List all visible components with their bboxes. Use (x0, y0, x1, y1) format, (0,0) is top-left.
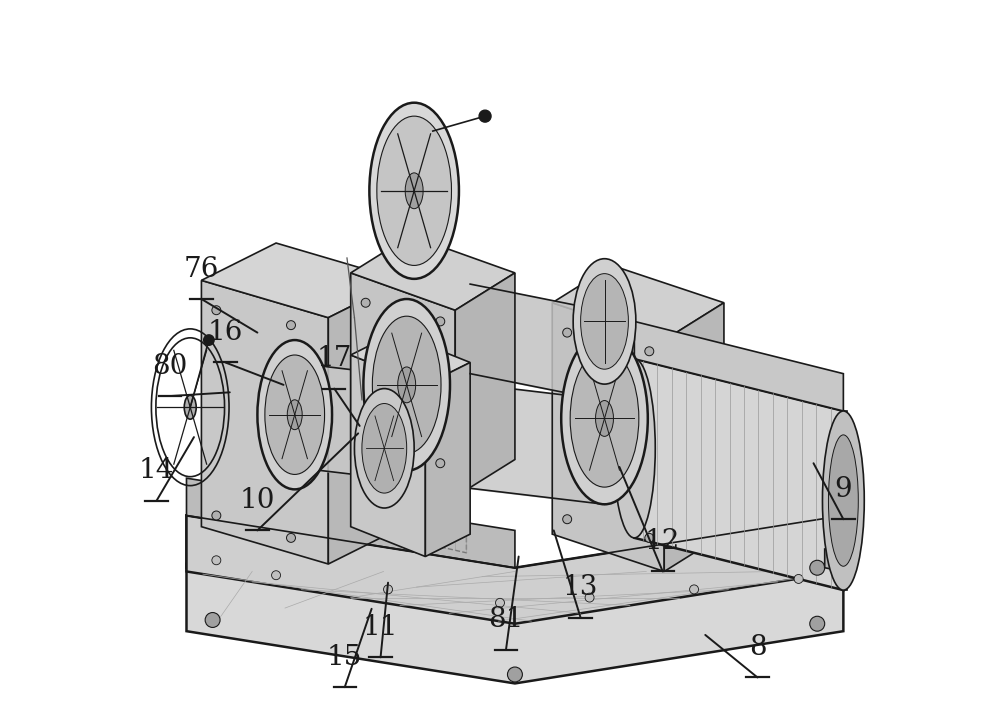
Polygon shape (425, 363, 470, 557)
Circle shape (287, 321, 295, 329)
Circle shape (645, 346, 654, 356)
Ellipse shape (372, 316, 441, 454)
Ellipse shape (363, 299, 450, 471)
Text: 14: 14 (139, 457, 174, 484)
Text: 76: 76 (184, 256, 219, 283)
Circle shape (479, 110, 491, 122)
Ellipse shape (561, 332, 648, 504)
Text: 81: 81 (488, 606, 524, 633)
Circle shape (436, 317, 445, 326)
Circle shape (212, 556, 221, 564)
Ellipse shape (287, 400, 302, 430)
Text: 13: 13 (563, 574, 598, 601)
Text: 80: 80 (152, 353, 188, 380)
Text: 8: 8 (749, 634, 766, 661)
Polygon shape (201, 243, 403, 317)
Ellipse shape (398, 367, 416, 403)
Ellipse shape (362, 403, 407, 493)
Circle shape (496, 599, 504, 607)
Text: 11: 11 (363, 614, 398, 641)
Circle shape (645, 533, 654, 542)
Polygon shape (455, 273, 515, 497)
Ellipse shape (581, 273, 628, 369)
Ellipse shape (573, 258, 636, 384)
Polygon shape (186, 515, 843, 623)
Polygon shape (186, 564, 843, 684)
Text: 17: 17 (317, 345, 352, 372)
Ellipse shape (265, 355, 325, 474)
Ellipse shape (596, 400, 613, 437)
Circle shape (205, 613, 220, 628)
Ellipse shape (570, 350, 639, 487)
Ellipse shape (828, 435, 858, 567)
Circle shape (204, 335, 214, 345)
Ellipse shape (369, 103, 459, 279)
Polygon shape (552, 302, 664, 572)
Circle shape (384, 585, 393, 594)
Circle shape (585, 593, 594, 602)
Polygon shape (664, 302, 724, 572)
Ellipse shape (822, 411, 864, 590)
Circle shape (287, 533, 295, 542)
Polygon shape (351, 236, 515, 310)
Polygon shape (634, 322, 843, 411)
Polygon shape (825, 549, 843, 572)
Ellipse shape (613, 359, 655, 538)
Text: 15: 15 (327, 644, 362, 671)
Text: 9: 9 (835, 476, 852, 503)
Text: 16: 16 (208, 319, 243, 346)
Ellipse shape (377, 116, 451, 266)
Ellipse shape (184, 395, 196, 419)
Circle shape (272, 571, 281, 579)
Polygon shape (351, 355, 425, 557)
Polygon shape (552, 266, 724, 340)
Polygon shape (186, 478, 515, 568)
Polygon shape (328, 280, 403, 564)
Polygon shape (634, 359, 843, 590)
Circle shape (361, 440, 370, 449)
Circle shape (436, 459, 445, 468)
Text: 12: 12 (645, 528, 680, 555)
Circle shape (507, 667, 522, 682)
Polygon shape (351, 332, 470, 385)
Text: 10: 10 (240, 487, 275, 514)
Circle shape (212, 306, 221, 315)
Circle shape (810, 560, 825, 575)
Circle shape (810, 616, 825, 631)
Polygon shape (201, 280, 328, 564)
Circle shape (563, 515, 572, 524)
Ellipse shape (405, 173, 423, 209)
Polygon shape (351, 273, 455, 497)
Ellipse shape (354, 388, 414, 508)
Polygon shape (843, 411, 847, 590)
Circle shape (794, 574, 803, 584)
Ellipse shape (257, 340, 332, 489)
Circle shape (212, 511, 221, 520)
Circle shape (361, 298, 370, 307)
Circle shape (563, 328, 572, 337)
Circle shape (690, 585, 699, 594)
